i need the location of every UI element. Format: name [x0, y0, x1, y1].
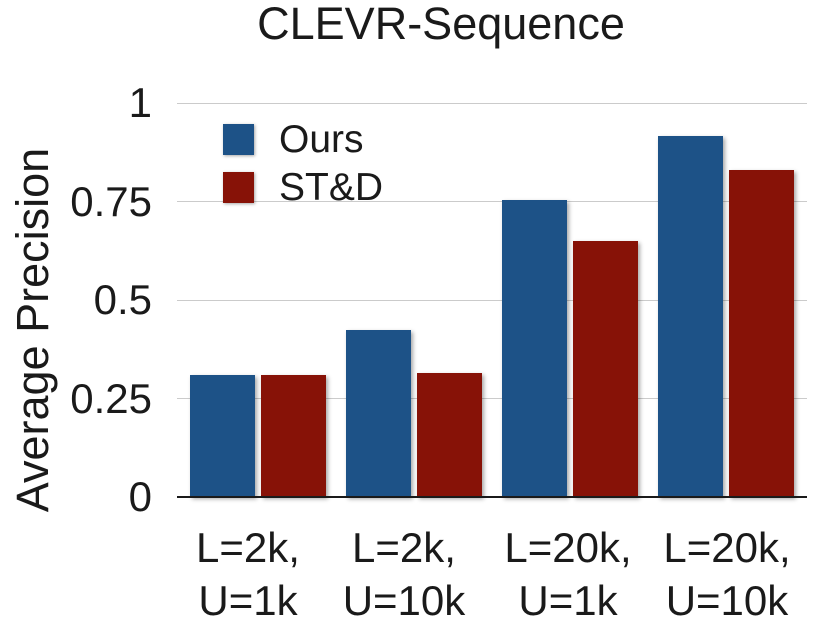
legend-label: ST&D	[279, 166, 384, 209]
bar-ours-group4	[658, 136, 723, 497]
bar-std-group1	[260, 374, 326, 497]
plot-area	[177, 102, 807, 498]
legend-item: Ours	[223, 118, 383, 161]
gridline	[177, 201, 807, 202]
y-tick-label: 1	[128, 79, 152, 126]
gridline	[177, 102, 807, 104]
chart-title: CLEVR-Sequence	[257, 0, 625, 49]
legend-item: ST&D	[223, 166, 384, 209]
y-tick-label: 0.25	[70, 374, 152, 422]
x-tick-label-line2: U=1k	[198, 577, 298, 623]
x-tick-label-line1: L=20k,	[663, 524, 791, 571]
bar-std-group4	[729, 169, 794, 497]
bar-std-group2	[416, 372, 482, 497]
x-tick-label-line1: L=20k,	[504, 524, 632, 571]
y-tick-label: 0.5	[93, 276, 152, 323]
bar-ours-group1	[189, 374, 255, 497]
bar-ours-group2	[345, 329, 411, 497]
x-tick-label-line1: L=2k,	[352, 524, 456, 571]
legend-label: Ours	[279, 118, 364, 161]
y-tick-label: 0.75	[70, 177, 152, 225]
y-tick-label: 0	[128, 473, 152, 520]
x-tick-label-group3: L=20k, U=1k	[478, 521, 658, 623]
gridline	[177, 299, 807, 301]
x-tick-label-line1: L=2k,	[196, 524, 300, 571]
x-tick-label-line2: U=1k	[518, 577, 618, 623]
x-tick-label-group1: L=2k, U=1k	[158, 521, 338, 623]
x-axis-line	[177, 496, 807, 498]
x-tick-label-line2: U=10k	[665, 577, 789, 623]
bar-ours-group3	[501, 199, 567, 497]
bar-std-group3	[572, 240, 638, 497]
legend: Ours ST&D	[223, 118, 384, 220]
x-tick-label-line2: U=10k	[342, 577, 466, 623]
gridline	[177, 398, 807, 399]
legend-swatch-icon	[223, 172, 254, 203]
x-tick-label-group4: L=20k, U=10k	[637, 521, 817, 623]
legend-swatch-icon	[223, 124, 254, 155]
x-tick-label-group2: L=2k, U=10k	[314, 521, 494, 623]
